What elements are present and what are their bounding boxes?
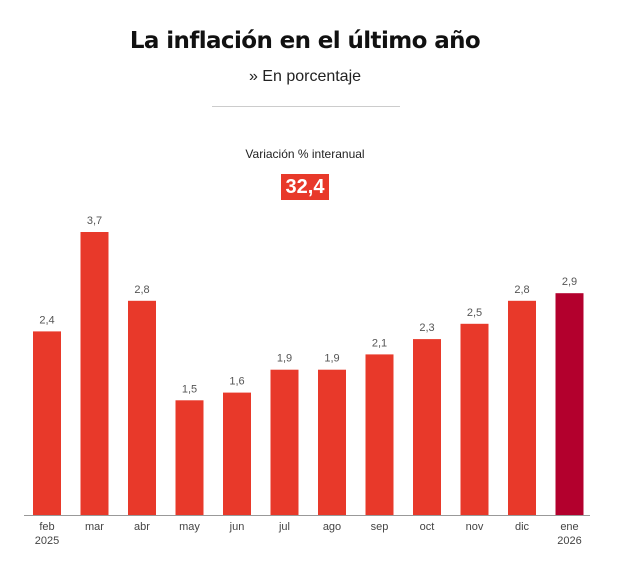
x-tick-label: abr (134, 521, 150, 533)
bar-jul (270, 369, 299, 515)
bar-mar (80, 232, 109, 515)
bar-value-label: 2,9 (562, 276, 577, 288)
bar-value-label: 2,4 (39, 314, 54, 326)
bar-ago (318, 369, 346, 515)
x-tick-label: oct (420, 521, 435, 533)
x-tick-label: jun (229, 521, 245, 533)
bar-value-label: 3,7 (87, 215, 102, 227)
bar-jun (223, 392, 251, 515)
annual-variation-value: 32,4 (280, 174, 330, 200)
bar-oct (413, 339, 441, 515)
chart-title: La inflación en el último año (129, 28, 481, 54)
bar-dic (508, 300, 536, 515)
x-tick-label: dic (515, 521, 530, 533)
bar-value-label: 2,8 (134, 284, 149, 296)
bar-value-label: 1,9 (324, 353, 339, 365)
bar-value-label: 1,6 (229, 376, 244, 388)
bar-value-label: 2,1 (372, 337, 387, 349)
bar-sep (365, 354, 394, 515)
bar-ene (555, 293, 584, 515)
bar-value-label: 2,3 (419, 322, 434, 334)
bar-value-label: 2,5 (467, 307, 482, 319)
bar-value-label: 1,5 (182, 383, 197, 395)
x-tick-label: ago (323, 521, 341, 533)
bar-feb (33, 331, 61, 515)
bar-nov (460, 323, 489, 515)
x-tick-label: feb 2025 (35, 521, 59, 547)
chart-subtitle: » En porcentaje (248, 68, 362, 85)
x-tick-label: jul (278, 521, 290, 533)
x-tick-label: ene 2026 (557, 521, 581, 547)
annual-variation-wrap: 32,4 (0, 174, 610, 200)
x-tick-label: may (179, 521, 200, 533)
bar-value-label: 2,8 (514, 284, 529, 296)
x-tick-label: mar (85, 521, 104, 533)
bar-may (175, 400, 204, 515)
annual-variation-label: Variación % interanual (245, 147, 365, 161)
header-divider (212, 106, 400, 107)
bar-value-label: 1,9 (277, 353, 292, 365)
bar-abr (128, 300, 156, 515)
x-tick-label: nov (466, 521, 484, 533)
x-tick-label: sep (371, 521, 389, 533)
